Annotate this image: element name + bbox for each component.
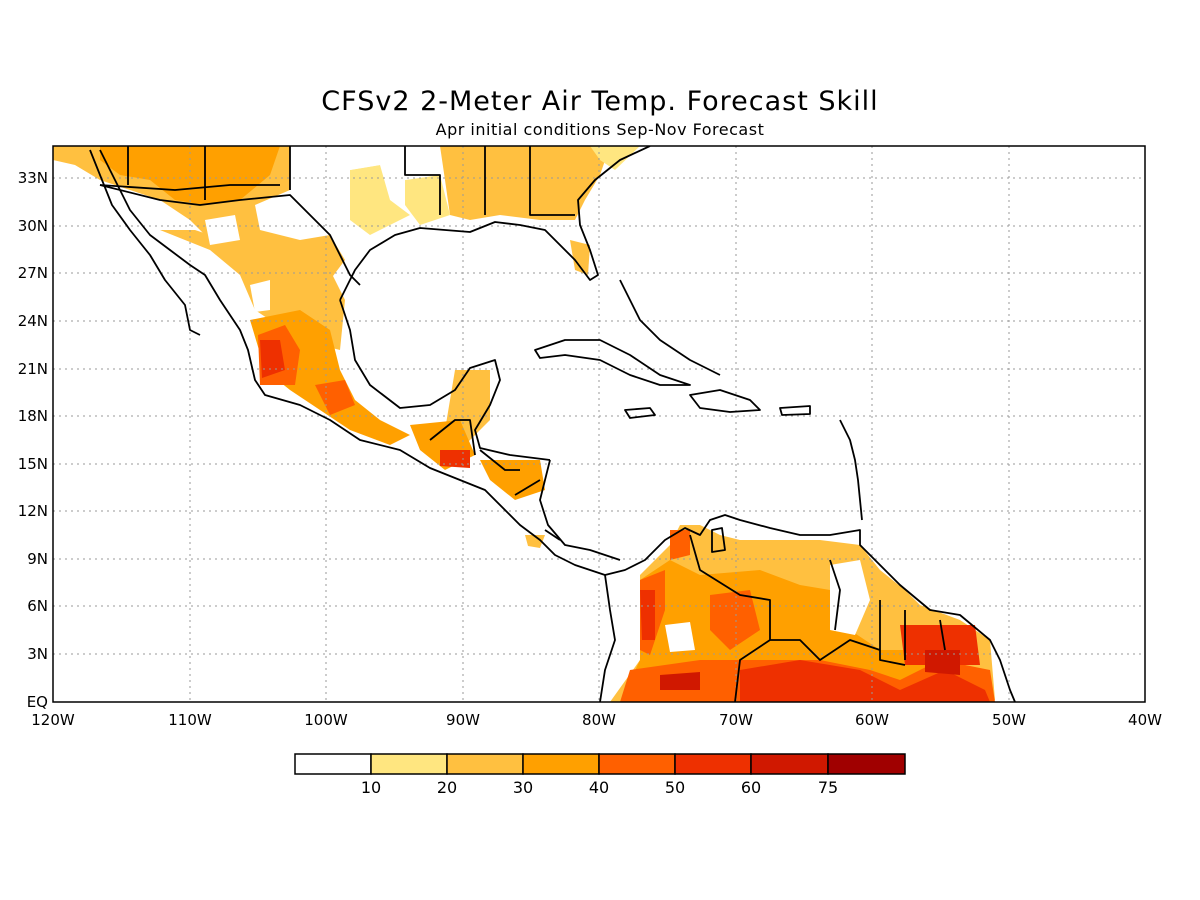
map-title: CFSv2 2-Meter Air Temp. Forecast Skill <box>321 86 879 117</box>
lat-label: 15N <box>18 455 48 473</box>
skill-region <box>250 280 270 312</box>
colorbar-swatch <box>294 753 372 775</box>
colorbar-label: 20 <box>437 778 457 797</box>
lat-label: 6N <box>27 597 48 615</box>
lat-label: 24N <box>18 312 48 330</box>
lon-label: 70W <box>719 711 753 729</box>
lat-label: 27N <box>18 264 48 282</box>
skill-region <box>290 146 440 200</box>
colorbar-swatch <box>522 753 600 775</box>
coastline <box>534 339 691 386</box>
lat-label: 12N <box>18 502 48 520</box>
map-subtitle: Apr initial conditions Sep-Nov Forecast <box>435 120 765 139</box>
skill-region <box>525 535 545 548</box>
state-border <box>99 146 575 216</box>
coastline <box>339 146 651 301</box>
colorbar-label: 30 <box>513 778 533 797</box>
lat-labels: 33N 30N 27N 24N 21N 18N 15N 12N 9N 6N 3N… <box>18 169 48 711</box>
coastline <box>689 389 761 413</box>
colorbar-swatch <box>370 753 448 775</box>
lat-label: 30N <box>18 217 48 235</box>
coastline <box>619 279 721 376</box>
skill-region <box>350 165 410 235</box>
grid-lines <box>53 146 1145 702</box>
coastline <box>539 459 621 561</box>
lon-labels: 120W 110W 100W 90W 80W 70W 60W 50W 40W <box>31 711 1162 729</box>
lat-label: EQ <box>27 693 48 711</box>
lon-label: 110W <box>168 711 212 729</box>
skill-region <box>440 450 470 468</box>
country-border <box>429 419 561 541</box>
skill-region <box>100 146 280 205</box>
skill-region <box>830 560 870 635</box>
coastline <box>624 407 656 419</box>
colorbar-swatch <box>598 753 676 775</box>
lon-label: 90W <box>446 711 480 729</box>
coastline <box>339 299 551 461</box>
coastlines <box>89 146 1016 702</box>
skill-region <box>740 660 990 702</box>
lon-label: 120W <box>31 711 75 729</box>
coastline <box>599 574 616 702</box>
skill-region <box>315 380 355 415</box>
lon-label: 50W <box>992 711 1026 729</box>
colorbar-label: 75 <box>818 778 838 797</box>
coastline <box>99 149 606 576</box>
colorbar-swatch <box>446 753 524 775</box>
colorbar-swatch <box>827 753 906 775</box>
coastline <box>839 419 863 521</box>
colorbar: 10 20 30 40 50 60 75 <box>294 753 906 797</box>
country-border <box>689 534 946 702</box>
colorbar-label: 50 <box>665 778 685 797</box>
skill-region <box>640 590 655 640</box>
skill-region <box>925 650 960 675</box>
skill-region <box>570 240 590 275</box>
skill-region <box>710 590 760 650</box>
coastline <box>604 514 1016 702</box>
skill-shading <box>53 146 995 702</box>
lat-label: 21N <box>18 360 48 378</box>
skill-region <box>480 460 545 500</box>
skill-region <box>660 672 700 690</box>
skill-region <box>670 530 690 560</box>
skill-region <box>405 175 450 225</box>
lon-label: 80W <box>582 711 616 729</box>
skill-region <box>260 340 285 378</box>
colorbar-label: 60 <box>741 778 761 797</box>
colorbar-swatch <box>750 753 829 775</box>
colorbar-label: 10 <box>361 778 381 797</box>
skill-region <box>665 622 695 652</box>
skill-region <box>205 215 240 245</box>
lat-label: 3N <box>27 645 48 663</box>
lat-label: 18N <box>18 407 48 425</box>
coastline <box>711 527 726 553</box>
coastline <box>779 405 811 416</box>
lat-label: 9N <box>27 550 48 568</box>
lat-label: 33N <box>18 169 48 187</box>
map-frame <box>52 145 1146 703</box>
country-border <box>99 184 361 286</box>
lon-label: 60W <box>855 711 889 729</box>
lon-label: 100W <box>304 711 348 729</box>
skill-region <box>590 146 640 170</box>
skill-region <box>440 146 610 220</box>
colorbar-label: 40 <box>589 778 609 797</box>
colorbar-swatch <box>674 753 752 775</box>
lon-label: 40W <box>1128 711 1162 729</box>
